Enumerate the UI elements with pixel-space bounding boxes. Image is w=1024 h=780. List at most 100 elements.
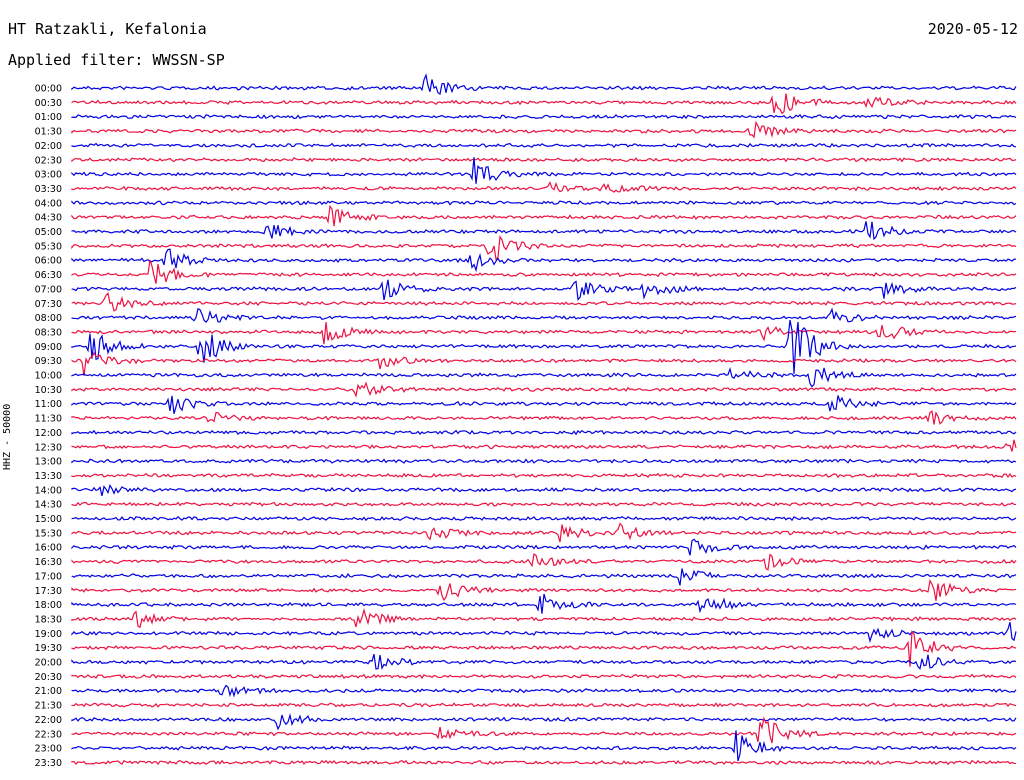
row-time-label: 14:30 xyxy=(35,500,62,511)
row-time-label: 01:00 xyxy=(35,112,62,123)
trace-line xyxy=(71,292,1017,312)
row-time-label: 20:00 xyxy=(35,658,62,669)
trace-line xyxy=(71,93,1017,115)
row-time-label: 15:30 xyxy=(35,528,62,539)
trace-line xyxy=(71,730,1017,762)
trace-line xyxy=(71,113,1017,120)
row-time-label: 14:00 xyxy=(35,485,62,496)
trace-line xyxy=(71,684,1017,698)
trace-line xyxy=(71,483,1017,497)
trace-line xyxy=(71,702,1017,708)
row-time-label: 22:00 xyxy=(35,715,62,726)
row-time-label: 20:30 xyxy=(35,672,62,683)
trace-line xyxy=(71,322,1017,345)
trace-line xyxy=(71,568,1017,586)
row-time-label: 08:30 xyxy=(35,327,62,338)
row-time-label: 03:00 xyxy=(35,170,62,181)
trace-line xyxy=(71,515,1017,522)
trace-line xyxy=(71,621,1017,644)
row-time-label: 10:00 xyxy=(35,371,62,382)
trace-line xyxy=(71,653,1017,671)
row-time-label: 21:00 xyxy=(35,686,62,697)
date-label: 2020-05-12 xyxy=(927,20,1018,38)
row-time-label: 03:30 xyxy=(35,184,62,195)
trace-line xyxy=(71,553,1017,571)
trace-line xyxy=(71,181,1017,193)
row-time-label: 04:00 xyxy=(35,198,62,209)
row-time-label: 13:30 xyxy=(35,471,62,482)
trace-line xyxy=(71,410,1017,425)
row-time-label: 01:30 xyxy=(35,127,62,138)
row-time-label: 18:00 xyxy=(35,600,62,611)
trace-line xyxy=(71,204,1017,227)
trace-line xyxy=(71,248,1017,273)
row-time-label: 00:30 xyxy=(35,98,62,109)
row-time-label: 07:00 xyxy=(35,284,62,295)
row-time-label: 08:00 xyxy=(35,313,62,324)
trace-line xyxy=(71,221,1017,241)
row-time-label: 17:30 xyxy=(35,586,62,597)
row-time-label: 06:30 xyxy=(35,270,62,281)
row-time-label: 16:00 xyxy=(35,543,62,554)
row-time-label: 19:00 xyxy=(35,629,62,640)
row-time-label: 23:30 xyxy=(35,758,62,769)
trace-line xyxy=(71,673,1017,680)
row-time-label: 05:00 xyxy=(35,227,62,238)
trace-line xyxy=(71,395,1017,414)
row-time-label: 00:00 xyxy=(35,84,62,95)
trace-line xyxy=(71,608,1017,629)
trace-line xyxy=(71,234,1017,261)
trace-line xyxy=(71,522,1017,543)
row-time-label: 11:00 xyxy=(35,399,62,410)
row-time-label: 11:30 xyxy=(35,414,62,425)
trace-line xyxy=(71,429,1017,436)
row-time-label: 12:00 xyxy=(35,428,62,439)
trace-line xyxy=(71,351,1017,377)
trace-line xyxy=(71,472,1017,479)
trace-line xyxy=(71,157,1017,163)
trace-line xyxy=(71,501,1017,507)
trace-line xyxy=(71,367,1017,388)
trace-line xyxy=(71,458,1017,464)
row-time-label: 02:30 xyxy=(35,155,62,166)
trace-line xyxy=(71,578,1017,602)
row-time-label: 06:00 xyxy=(35,256,62,267)
row-time-label: 12:30 xyxy=(35,442,62,453)
trace-line xyxy=(71,439,1017,452)
row-time-label: 09:00 xyxy=(35,342,62,353)
row-time-label: 18:30 xyxy=(35,614,62,625)
trace-line xyxy=(71,259,1017,284)
row-time-label: 17:00 xyxy=(35,571,62,582)
trace-line xyxy=(71,120,1017,139)
trace-line xyxy=(71,73,1017,96)
row-time-label: 09:30 xyxy=(35,356,62,367)
row-time-label: 10:30 xyxy=(35,385,62,396)
row-time-label: 23:00 xyxy=(35,744,62,755)
row-time-label: 15:00 xyxy=(35,514,62,525)
trace-line xyxy=(71,142,1017,149)
trace-line xyxy=(71,538,1017,556)
row-time-label: 21:30 xyxy=(35,701,62,712)
trace-line xyxy=(71,381,1017,398)
trace-line xyxy=(71,307,1017,324)
trace-line xyxy=(71,279,1017,301)
row-time-label: 16:30 xyxy=(35,557,62,568)
trace-line xyxy=(71,716,1017,744)
trace-line xyxy=(71,157,1017,184)
trace-line xyxy=(71,200,1017,206)
trace-line xyxy=(71,593,1017,614)
row-time-label: 13:00 xyxy=(35,457,62,468)
trace-line xyxy=(71,759,1017,766)
row-time-label: 02:00 xyxy=(35,141,62,152)
station-title: HT Ratzakli, Kefalonia xyxy=(8,20,207,38)
trace-line xyxy=(71,713,1017,731)
filter-label: Applied filter: WWSSN-SP xyxy=(8,51,225,69)
trace-line xyxy=(71,319,1017,374)
row-time-label: 05:30 xyxy=(35,241,62,252)
trace-line xyxy=(71,630,1017,667)
row-time-label: 07:30 xyxy=(35,299,62,310)
row-time-label: 19:30 xyxy=(35,643,62,654)
row-time-label: 04:30 xyxy=(35,213,62,224)
